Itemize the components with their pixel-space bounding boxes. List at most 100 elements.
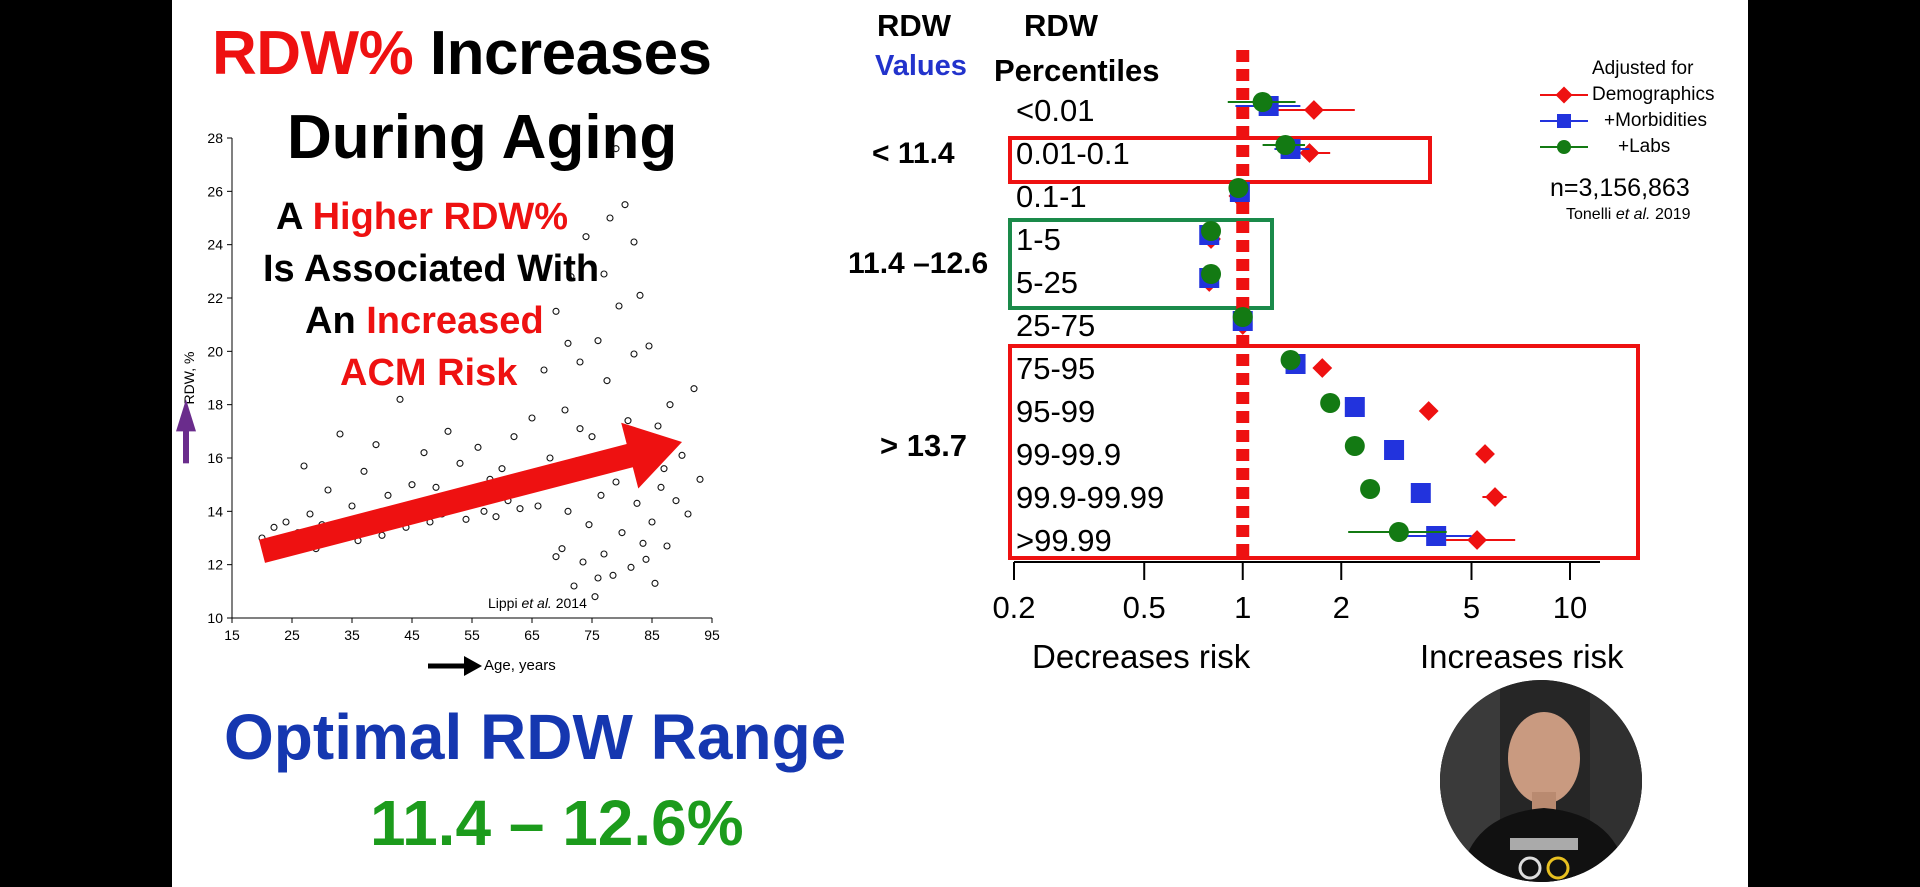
rdw-age-scatter-chart: 15 25 35 45 55 65 75 85 95 10 12 14 16 18 20 22 24 26 28 RD… xyxy=(176,130,720,676)
legend-marker-demographics xyxy=(1540,86,1588,104)
marker-labs xyxy=(1232,307,1253,327)
assoc-highlight-3: Increased xyxy=(366,300,544,342)
scatter-point xyxy=(627,563,635,571)
scatter-point xyxy=(630,350,638,358)
marker-labs xyxy=(1280,350,1301,370)
marker-morbidities xyxy=(1410,483,1431,503)
marker-demographics xyxy=(1312,358,1333,378)
scatter-point xyxy=(282,518,290,526)
marker-demographics xyxy=(1299,143,1320,163)
percentile-label: 1-5 xyxy=(1016,222,1061,257)
assoc-line-2: Is Associated With xyxy=(263,248,600,290)
citation-lippi: Lippi et al. 2014 xyxy=(488,595,587,611)
x-tick-label: 15 xyxy=(224,627,240,643)
x-tick-label: 95 xyxy=(704,627,720,643)
scatter-point xyxy=(600,270,608,278)
marker-demographics xyxy=(1304,100,1324,120)
x-tick-label: 85 xyxy=(644,627,660,643)
scatter-point xyxy=(552,553,560,561)
scatter-point xyxy=(432,483,440,491)
scatter-point xyxy=(684,510,692,518)
scatter-point xyxy=(306,510,314,518)
scatter-point xyxy=(348,502,356,510)
scatter-point xyxy=(420,449,428,457)
scatter-point xyxy=(636,291,644,299)
scatter-point xyxy=(480,507,488,515)
percentile-label: 25-75 xyxy=(1016,308,1095,343)
forest-x-tick-label: 1 xyxy=(1234,590,1251,625)
scatter-point xyxy=(408,481,416,489)
legend-label-morbidities: +Morbidities xyxy=(1604,110,1707,131)
slide-title-line1: RDW% Increases xyxy=(212,18,712,89)
percentile-label: 0.01-0.1 xyxy=(1016,136,1130,171)
assoc-line-3: An Increased xyxy=(305,300,544,342)
scatter-point xyxy=(462,515,470,523)
x-label-decreases: Decreases risk xyxy=(1032,638,1251,675)
scatter-point xyxy=(582,233,590,241)
scatter-point xyxy=(666,401,674,409)
arrow-value-label: > 13.7 xyxy=(880,428,968,463)
legend-marker-morbidities xyxy=(1540,114,1588,128)
scatter-point xyxy=(564,507,572,515)
box-optimal-rdw xyxy=(1008,218,1274,310)
scatter-point xyxy=(690,385,698,393)
scatter-point xyxy=(474,443,482,451)
scatter-point xyxy=(561,406,569,414)
assoc-line-4: ACM Risk xyxy=(340,352,518,394)
scatter-point xyxy=(594,574,602,582)
y-tick-label: 22 xyxy=(207,290,223,306)
scatter-point xyxy=(546,454,554,462)
slide-title-line2: During Aging xyxy=(287,103,678,172)
scatter-point xyxy=(696,475,704,483)
rdw-percentiles-header-1: RDW xyxy=(1024,8,1099,43)
slide: RDW% Increases During Aging 15 25 35 45 55 65… xyxy=(172,0,1748,887)
marker-labs xyxy=(1201,264,1222,284)
scatter-point xyxy=(396,395,404,403)
legend-label-demographics: Demographics xyxy=(1592,84,1715,105)
scatter-point xyxy=(660,465,668,473)
scatter-point xyxy=(618,529,626,537)
rdw-values-header-1: RDW xyxy=(877,8,952,43)
scatter-point xyxy=(579,558,587,566)
scatter-point xyxy=(576,358,584,366)
scatter-point xyxy=(570,582,578,590)
forest-x-tick-label: 2 xyxy=(1333,590,1350,625)
scatter-point xyxy=(633,499,641,507)
scatter-point xyxy=(654,422,662,430)
y-tick-label: 14 xyxy=(207,503,223,519)
y-tick-label: 28 xyxy=(207,130,223,146)
scatter-point xyxy=(639,539,647,547)
scatter-point xyxy=(642,555,650,563)
scatter-point xyxy=(528,414,536,422)
marker-labs xyxy=(1228,178,1249,198)
scatter-point xyxy=(444,427,452,435)
scatter-point xyxy=(516,505,524,513)
scatter-point xyxy=(300,462,308,470)
scatter-point xyxy=(615,302,623,310)
marker-morbidities xyxy=(1384,440,1405,460)
legend-label-labs: +Labs xyxy=(1618,136,1671,157)
marker-labs xyxy=(1388,522,1409,542)
scatter-point xyxy=(663,542,671,550)
scatter-point xyxy=(270,523,278,531)
x-tick-label: 45 xyxy=(404,627,420,643)
scatter-point xyxy=(588,433,596,441)
scatter-point xyxy=(672,497,680,505)
scatter-point xyxy=(612,145,620,153)
forest-plot: <0.01 0.01-0.1 0.1-1 1-5 5-25 25-75 75-95 95-99… xyxy=(992,50,1640,625)
assoc-highlight-1: Higher RDW% xyxy=(312,196,569,238)
marker-labs xyxy=(1344,436,1365,456)
x-tick-label: 75 xyxy=(584,627,600,643)
scatter-point xyxy=(384,491,392,499)
marker-morbidities xyxy=(1344,397,1365,417)
y-tick-label: 26 xyxy=(207,183,223,199)
scatter-point xyxy=(540,366,548,374)
scatter-point xyxy=(564,339,572,347)
scatter-point xyxy=(378,531,386,539)
scatter-point xyxy=(372,441,380,449)
x-axis-label: Age, years xyxy=(484,657,556,674)
percentile-label: 5-25 xyxy=(1016,265,1078,300)
y-tick-label: 10 xyxy=(207,610,223,626)
scatter-point xyxy=(591,593,599,601)
optimal-range-title: Optimal RDW Range xyxy=(224,701,847,773)
